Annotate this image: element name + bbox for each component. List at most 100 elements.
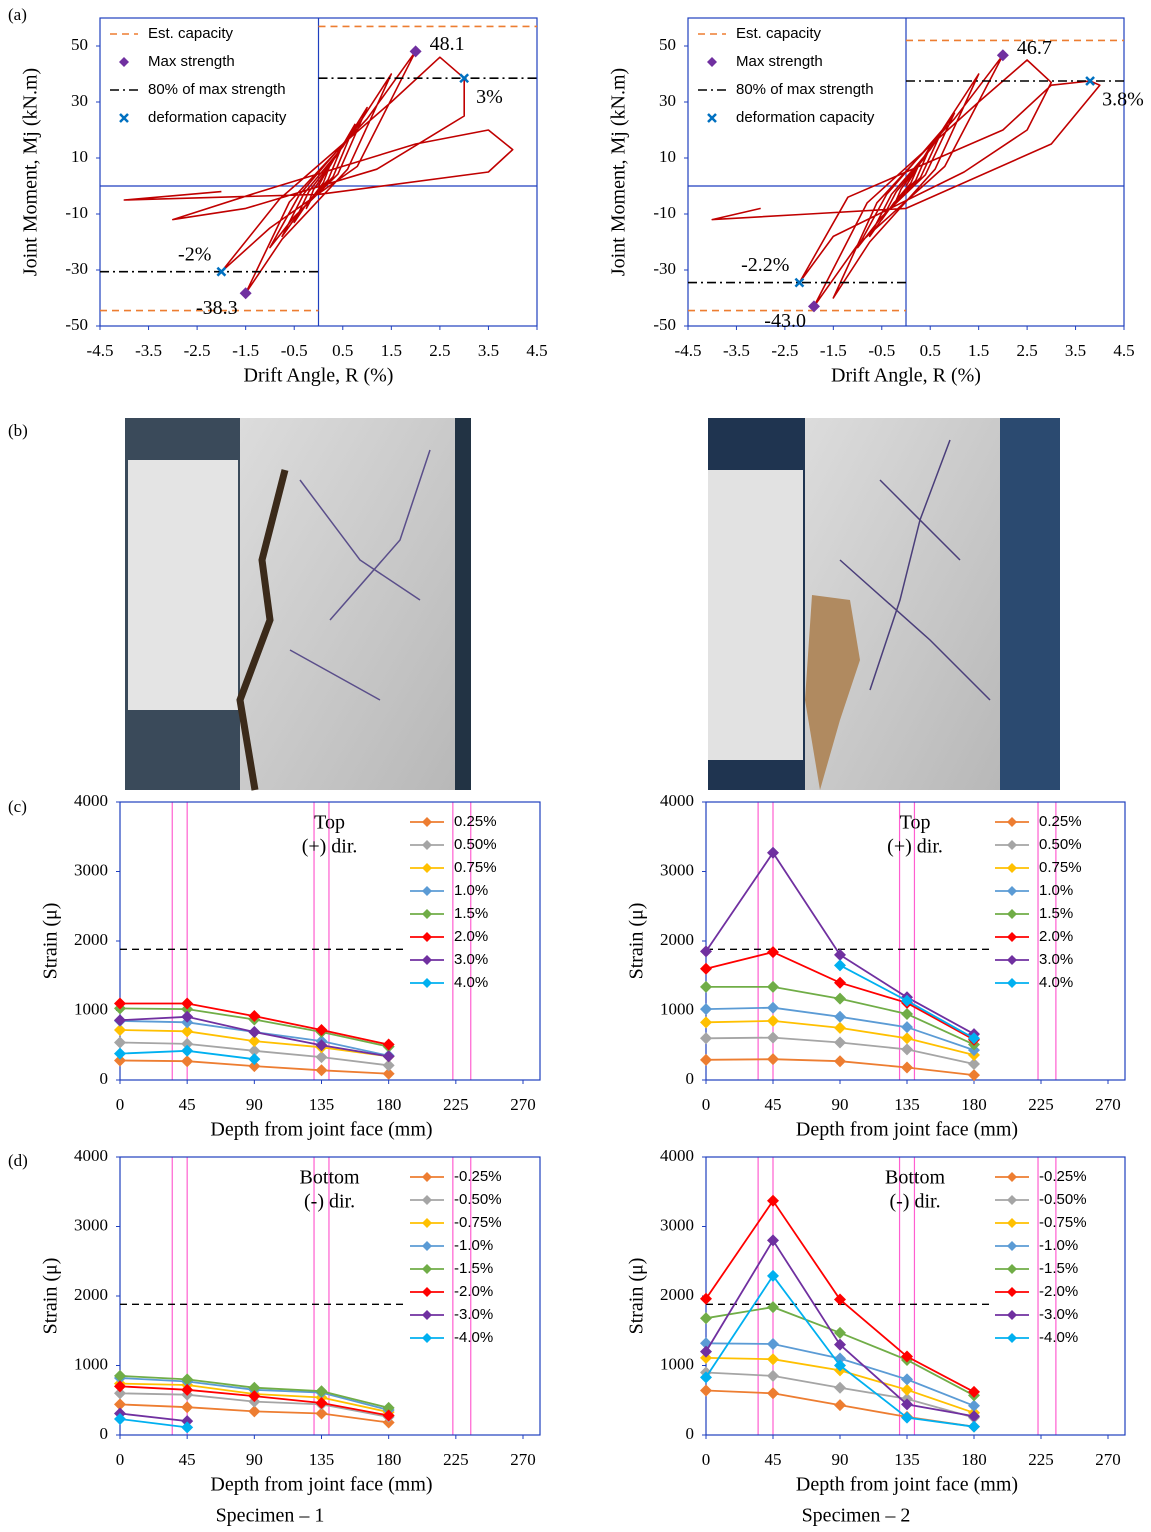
legend-swatch [707,57,717,67]
x-tick-label: 225 [443,1095,469,1114]
hysteresis-curve [123,50,514,294]
legend-label: 1.5% [454,905,488,922]
marker [114,1036,126,1049]
legend-swatch [1007,840,1017,850]
marker [767,1194,779,1207]
marker [459,73,470,84]
marker [968,1069,980,1082]
marker [700,1351,712,1364]
x-tick-label: -2.5 [184,341,211,360]
annotation: Bottom [300,1167,360,1189]
y-axis-label: Strain (μ) [626,1258,648,1335]
data-label: -2% [178,243,211,265]
marker [968,1058,980,1071]
marker [901,1021,913,1034]
y-tick-label: -50 [65,315,88,334]
y-tick-label: -30 [65,259,88,278]
y-tick-label: 3000 [74,1215,108,1234]
legend-label: 80% of max strength [148,81,286,98]
marker [248,1026,261,1039]
data-label: 3% [476,86,503,108]
legend-label: 1.5% [1039,905,1073,922]
marker [700,1003,712,1016]
legend-label: 1.0% [454,882,488,899]
marker [181,1383,194,1396]
marker [700,980,712,993]
y-tick-label: 2000 [660,1285,694,1304]
legend-swatch [1007,1218,1017,1228]
marker [767,1353,779,1366]
marker [315,1397,328,1410]
series-line [119,1418,188,1429]
y-tick-label: 4000 [74,791,108,810]
marker [315,1064,328,1077]
annotation: (+) dir. [887,836,943,858]
y-tick-label: 3000 [74,860,108,879]
x-tick-label: -3.5 [135,341,162,360]
marker [409,45,422,58]
annotation: (-) dir. [889,1191,940,1213]
legend-label: -0.25% [454,1168,502,1185]
legend-label: deformation capacity [148,109,287,126]
marker [700,1371,712,1384]
marker [700,1312,712,1325]
x-tick-label: 180 [961,1095,987,1114]
data-label: 3.8% [1102,89,1144,111]
marker [700,1292,712,1305]
marker [834,1055,846,1068]
legend-label: -0.50% [454,1191,502,1208]
legend-label: 2.0% [454,928,488,945]
marker [700,1016,712,1029]
marker [114,1054,126,1067]
x-axis-label: Depth from joint face (mm) [210,1119,432,1141]
y-tick-label: 1000 [74,1354,108,1373]
marker [181,1037,194,1050]
marker [767,1337,779,1350]
x-axis-label: Drift Angle, R (%) [244,365,394,387]
legend-swatch [1007,863,1017,873]
marker [901,994,913,1007]
marker [248,1053,261,1066]
annotation: (-) dir. [304,1191,355,1213]
y-tick-label: 2000 [74,930,108,949]
y-tick-label: -50 [653,315,676,334]
marker [181,1010,194,1023]
legend-swatch [422,863,432,873]
x-tick-label: 45 [179,1450,196,1469]
x-tick-label: -1.5 [232,341,259,360]
marker [834,992,846,1005]
legend-label: 3.0% [1039,951,1073,968]
y-tick-label: 0 [100,1424,109,1443]
legend-swatch [119,57,129,67]
marker [834,1381,846,1394]
x-tick-label: 135 [309,1450,335,1469]
x-axis-label: Drift Angle, R (%) [831,365,981,387]
marker [114,1413,126,1426]
panel-label: (a) [8,5,27,24]
photo [125,418,471,791]
legend-swatch [422,932,432,942]
x-axis-label: Depth from joint face (mm) [210,1474,432,1496]
marker [181,1415,194,1428]
annotation: Top [314,812,345,834]
marker [315,1385,328,1398]
y-tick-label: 30 [71,91,88,110]
data-label: -2.2% [741,254,789,276]
legend-swatch [422,840,432,850]
legend-swatch [422,1287,432,1297]
y-axis-label: Joint Moment, Mj (kN.m) [608,68,630,276]
x-tick-label: 225 [1028,1095,1054,1114]
marker [114,1369,126,1382]
legend-swatch [1007,932,1017,942]
marker [114,1014,126,1027]
panel-label: (c) [8,797,27,816]
legend-label: -2.0% [1039,1283,1078,1300]
legend-label: -1.5% [454,1260,493,1277]
legend-label: Est. capacity [148,25,234,42]
y-tick-label: -10 [65,203,88,222]
legend-label: -2.0% [454,1283,493,1300]
legend-swatch [422,1195,432,1205]
series-line [705,851,975,1035]
legend-label: 0.75% [1039,859,1082,876]
